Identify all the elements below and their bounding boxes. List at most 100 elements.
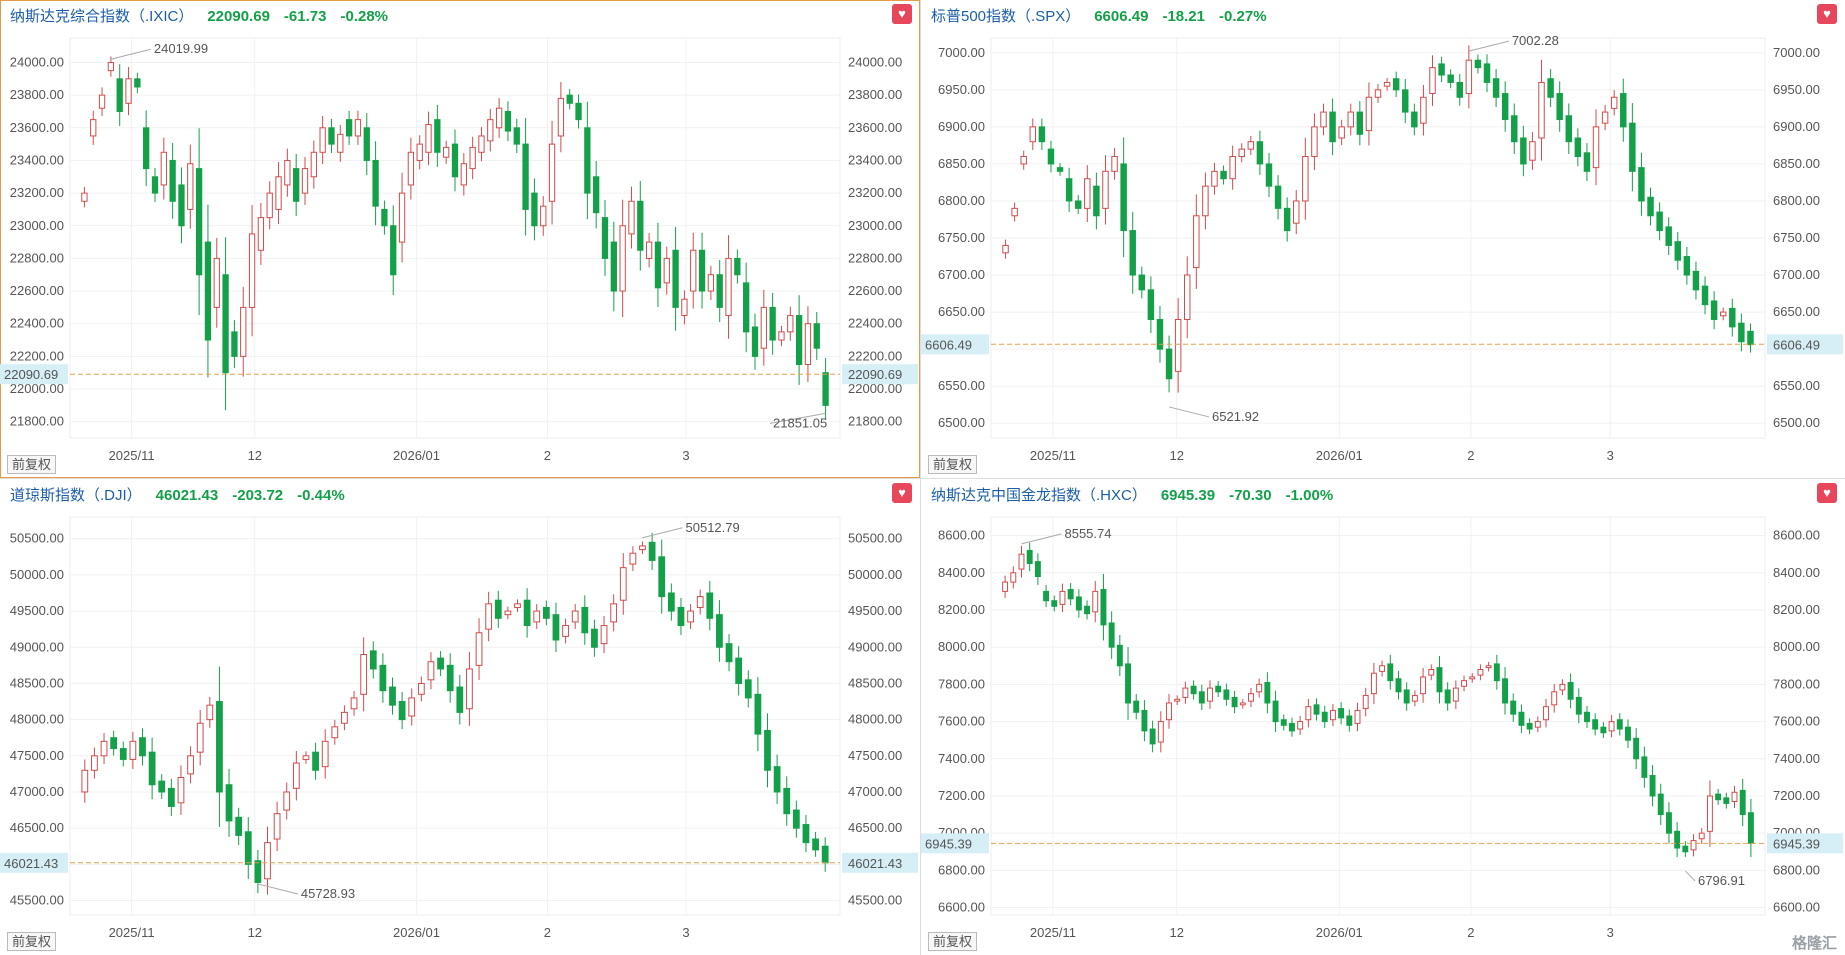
candle-down[interactable] <box>1215 685 1222 693</box>
candle-up[interactable] <box>645 241 653 259</box>
candle-up[interactable] <box>264 842 271 880</box>
candle-down[interactable] <box>456 686 464 713</box>
candle-down[interactable] <box>773 766 781 793</box>
candle-down[interactable] <box>1156 318 1164 350</box>
candle-up[interactable] <box>1102 170 1109 209</box>
candle-up[interactable] <box>284 159 291 186</box>
candle-up[interactable] <box>478 135 485 153</box>
candle-down[interactable] <box>1492 78 1500 98</box>
candle-down[interactable] <box>1526 722 1533 730</box>
candle-down[interactable] <box>1387 663 1394 682</box>
candle-down[interactable] <box>1692 270 1700 291</box>
candle-down[interactable] <box>1051 600 1058 607</box>
candle-up[interactable] <box>1374 89 1382 98</box>
candle-down[interactable] <box>1198 691 1205 704</box>
candle-up[interactable] <box>562 625 569 637</box>
candle-down[interactable] <box>451 143 459 178</box>
candle-down[interactable] <box>231 331 238 357</box>
candle-down[interactable] <box>1402 89 1409 113</box>
candle-up[interactable] <box>681 298 688 317</box>
candle-up[interactable] <box>1248 693 1254 702</box>
candle-down[interactable] <box>1084 605 1091 615</box>
candle-down[interactable] <box>1592 719 1599 730</box>
candle-up[interactable] <box>81 769 89 793</box>
candle-down[interactable] <box>1411 111 1418 128</box>
candle-down[interactable] <box>1190 685 1197 695</box>
candle-down[interactable] <box>822 372 829 406</box>
candle-down[interactable] <box>1565 115 1572 143</box>
candle-down[interactable] <box>1356 111 1364 135</box>
candle-up[interactable] <box>160 151 167 186</box>
candle-down[interactable] <box>1264 682 1271 704</box>
candle-up[interactable] <box>240 306 247 357</box>
candle-up[interactable] <box>341 711 348 724</box>
candle-up[interactable] <box>1029 126 1037 143</box>
candle-up[interactable] <box>1452 687 1459 702</box>
candle-down[interactable] <box>716 614 723 648</box>
candle-up[interactable] <box>1238 148 1245 158</box>
candle-up[interactable] <box>213 257 220 308</box>
candle-down[interactable] <box>1116 644 1123 667</box>
candle-up[interactable] <box>540 205 547 227</box>
candle-down[interactable] <box>821 845 829 864</box>
candle-up[interactable] <box>427 661 435 681</box>
candle-down[interactable] <box>369 650 377 670</box>
candle-up[interactable] <box>1302 156 1309 202</box>
candle-up[interactable] <box>350 697 358 710</box>
candle-down[interactable] <box>235 816 243 836</box>
candle-down[interactable] <box>1074 200 1082 209</box>
heart-icon[interactable]: ♥ <box>892 483 912 503</box>
candle-up[interactable] <box>1002 581 1009 592</box>
candle-down[interactable] <box>148 751 156 786</box>
candle-down[interactable] <box>716 274 723 308</box>
candle-up[interactable] <box>81 192 88 202</box>
candle-down[interactable] <box>1701 285 1709 306</box>
candle-down[interactable] <box>542 606 550 619</box>
candle-down[interactable] <box>167 787 175 807</box>
candle-down[interactable] <box>783 787 791 815</box>
candle-up[interactable] <box>1608 721 1615 732</box>
candle-down[interactable] <box>1133 700 1140 713</box>
candle-up[interactable] <box>1383 81 1391 87</box>
candle-down[interactable] <box>1665 812 1672 834</box>
candle-down[interactable] <box>1165 348 1173 380</box>
candle-down[interactable] <box>379 664 387 692</box>
candle-down[interactable] <box>531 192 538 227</box>
candle-up[interactable] <box>292 762 300 789</box>
heart-icon[interactable]: ♥ <box>1817 483 1837 503</box>
candle-down[interactable] <box>1715 793 1722 801</box>
candle-up[interactable] <box>1698 832 1705 840</box>
candle-down[interactable] <box>1647 196 1654 217</box>
candle-down[interactable] <box>658 556 666 598</box>
candle-down[interactable] <box>1346 715 1353 726</box>
candle-down[interactable] <box>654 241 662 289</box>
candle-down[interactable] <box>1403 689 1410 704</box>
candle-up[interactable] <box>1059 590 1066 605</box>
candle-up[interactable] <box>417 682 425 695</box>
chart-panel[interactable]: 道琼斯指数（.DJI） 46021.43 -203.72 -0.44% ♥ 50500.0… <box>0 479 920 955</box>
candle-down[interactable] <box>735 657 743 684</box>
candle-up[interactable] <box>1011 207 1018 217</box>
candle-up[interactable] <box>600 625 608 645</box>
candle-up[interactable] <box>725 257 732 317</box>
candle-up[interactable] <box>1559 683 1566 691</box>
candle-up[interactable] <box>360 653 368 695</box>
candle-down[interactable] <box>751 326 759 357</box>
candle-down[interactable] <box>1149 728 1156 745</box>
candle-up[interactable] <box>1365 96 1373 132</box>
candle-up[interactable] <box>663 257 670 284</box>
candle-up[interactable] <box>91 755 98 771</box>
candle-down[interactable] <box>743 282 750 333</box>
candle-down[interactable] <box>566 94 573 104</box>
candle-down[interactable] <box>812 838 819 851</box>
candle-down[interactable] <box>648 541 656 561</box>
candle-up[interactable] <box>1207 687 1213 702</box>
candle-down[interactable] <box>1501 93 1509 120</box>
candle-up[interactable] <box>302 755 310 760</box>
adjust-mode-button[interactable]: 前复权 <box>928 932 978 951</box>
candle-up[interactable] <box>466 668 473 710</box>
candle-down[interactable] <box>1120 163 1127 232</box>
chart-panel[interactable]: 标普500指数（.SPX） 6606.49 -18.21 -0.27% ♥ 7000.00… <box>921 0 1845 478</box>
candle-up[interactable] <box>1092 590 1099 613</box>
candle-up[interactable] <box>257 217 265 251</box>
